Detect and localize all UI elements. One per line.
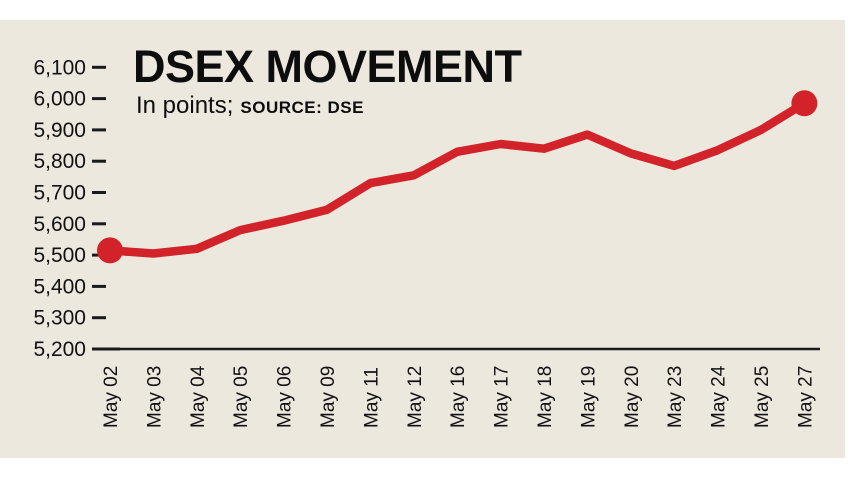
chart-title: DSEX MOVEMENT	[133, 41, 522, 92]
x-axis-label: May 27	[795, 366, 816, 428]
x-axis-label: May 02	[101, 366, 122, 428]
start-point-marker	[97, 237, 123, 264]
y-axis-label: 5,800	[33, 150, 86, 173]
x-axis-label: May 25	[752, 366, 773, 428]
x-axis-label: May 16	[448, 366, 469, 428]
x-axis-label: May 03	[144, 366, 165, 428]
x-axis-label: May 18	[535, 366, 556, 428]
x-axis-label: May 06	[275, 366, 296, 428]
x-axis-label: May 04	[188, 365, 209, 428]
y-axis-label: 6,100	[33, 56, 86, 79]
end-point-marker	[791, 90, 818, 117]
y-axis-label: 5,300	[33, 307, 86, 330]
x-axis-label: May 05	[231, 366, 252, 428]
y-axis-label: 5,200	[33, 338, 86, 361]
x-axis-label: May 17	[492, 366, 513, 428]
dsex-trend-line	[105, 99, 809, 258]
y-axis-label: 5,600	[33, 213, 86, 236]
x-axis-label: May 11	[361, 367, 382, 428]
x-axis-label: May 20	[622, 366, 643, 428]
x-axis-label: May 19	[578, 366, 599, 428]
chart-subtitle: In points; SOURCE: DSE	[136, 92, 364, 120]
units-label: In points;	[136, 92, 234, 119]
y-axis-label: 5,900	[33, 119, 86, 142]
x-axis-label: May 24	[709, 365, 730, 428]
y-axis-label: 5,700	[33, 182, 86, 205]
y-axis-label: 5,400	[33, 275, 86, 298]
x-axis-label: May 12	[405, 366, 426, 428]
chart-panel	[0, 20, 845, 458]
x-axis-label: May 09	[318, 366, 339, 428]
y-axis-label: 6,000	[33, 88, 86, 111]
x-axis-label: May 23	[665, 366, 686, 428]
y-axis-label: 5,500	[33, 244, 86, 267]
source-label: SOURCE: DSE	[240, 98, 364, 117]
